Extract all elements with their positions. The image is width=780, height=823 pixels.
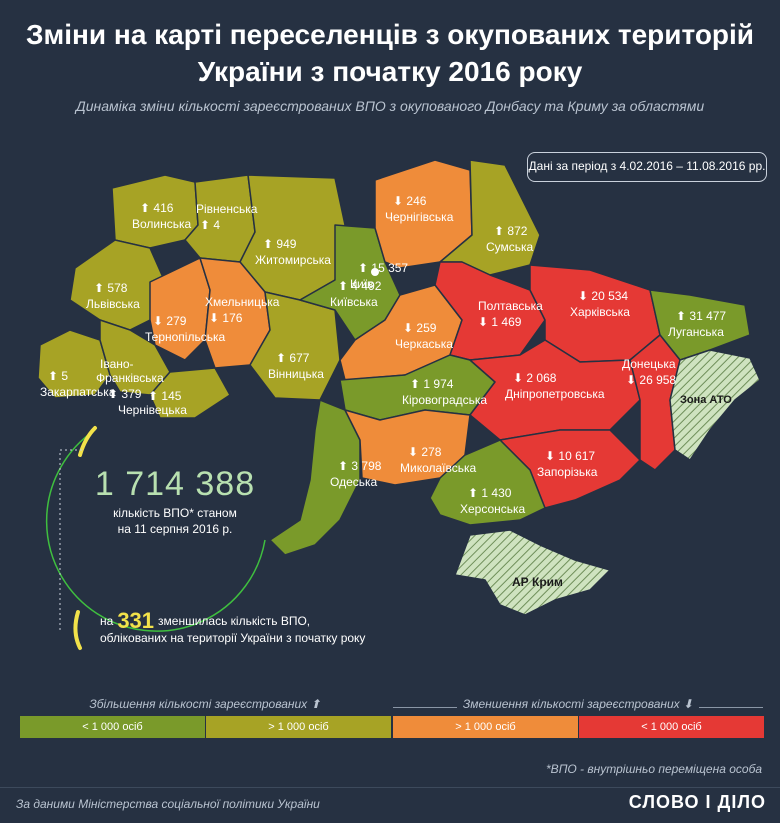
region-label: Київ [350, 277, 373, 291]
region-value: ⬇ 26 958 [626, 373, 676, 387]
logo: СЛОВО І ДІЛО [628, 792, 766, 812]
region-label: Волинська [132, 217, 192, 231]
region-label: Донецька [622, 357, 676, 371]
region-value: ⬇ 246 [393, 194, 427, 208]
region-value: ⬇ 1 469 [478, 315, 522, 329]
region-label: Київська [330, 295, 378, 309]
region-value: ⬆ 31 477 [676, 309, 726, 323]
region-label: Миколаївська [400, 461, 477, 475]
region-value: ⬆ 1 430 [468, 486, 512, 500]
region-kherson [429, 439, 546, 526]
region-value: ⬇ 10 617 [545, 449, 595, 463]
title-line-2: України з початку 2016 року [197, 56, 583, 87]
source-note: За даними Міністерства соціальної політи… [16, 797, 320, 811]
crimea-label: АР Крим [512, 575, 563, 589]
region-value: ⬆ 872 [494, 224, 528, 238]
decrease-text-1: зменшилась кількість ВПО, [158, 614, 311, 628]
region-value: ⬆ 4 [200, 218, 220, 232]
region-label: Чернівецька [118, 403, 187, 417]
decrease-prefix: на [100, 614, 114, 628]
region-label: Кіровоградська [402, 393, 487, 407]
region-value: ⬇ 278 [408, 445, 442, 459]
kyiv-city-marker [371, 268, 379, 276]
region-label: Херсонська [460, 502, 526, 516]
region-value: ⬇ 259 [403, 321, 437, 335]
legend-item-increase-large: > 1 000 осіб [206, 716, 391, 738]
region-label: Рівненська [196, 202, 258, 216]
region-label: Вінницька [268, 367, 324, 381]
region-label: Сумська [486, 240, 534, 254]
region-label: Запорізька [537, 465, 598, 479]
decrease-value: 331 [117, 608, 155, 633]
region-value: ⬇ 20 534 [578, 289, 628, 303]
region-label: Закарпатська [40, 385, 116, 399]
region-value: ⬆ 4 492 [338, 279, 382, 293]
region-value: ⬆ 949 [263, 237, 297, 251]
region-label: Харківська [570, 305, 630, 319]
region-label: Хмельницька [205, 295, 280, 309]
region-crimea [454, 529, 611, 616]
region-dnipro [469, 339, 641, 441]
region-value: ⬇ 176 [209, 311, 243, 325]
legend-decrease-header: Зменшення кількості зареєстрованих ⬇ [393, 697, 763, 711]
region-value: ⬆ 379 [108, 387, 142, 401]
region-value: ⬆ 578 [94, 281, 128, 295]
arrow-down-icon: ⬇ [683, 697, 694, 711]
region-value: ⬆ 15 357 [358, 261, 408, 275]
title-line-1: Зміни на карті переселенців з окупованих… [25, 19, 755, 50]
region-zakarpattia [37, 329, 111, 399]
legend-item-increase-small: < 1 000 осіб [20, 716, 205, 738]
region-label: Дніпропетровська [505, 387, 605, 401]
region-label: Одеська [330, 475, 378, 489]
region-zone-ato [669, 349, 761, 461]
region-label: Черкаська [395, 337, 453, 351]
region-label: Тернопільська [145, 330, 225, 344]
region-label: Житомирська [255, 253, 331, 267]
region-value: ⬆ 145 [148, 389, 182, 403]
region-label: Луганська [668, 325, 724, 339]
region-label: Чернігівська [385, 210, 454, 224]
total-caption-line-1: кількість ВПО* станом [113, 506, 237, 520]
decrease-text-2: облікованих на території України з почат… [100, 631, 366, 645]
region-chernivtsi [149, 367, 231, 419]
region-label: Полтавська [478, 299, 543, 313]
region-value: ⬆ 3 798 [338, 459, 382, 473]
period-badge: Дані за період з 4.02.2016 – 11.08.2016 … [527, 152, 767, 182]
region-value: ⬇ 2 068 [513, 371, 557, 385]
legend-item-decrease-small: < 1 000 осіб [579, 716, 764, 738]
legend-item-decrease-large: > 1 000 осіб [393, 716, 578, 738]
region-value: ⬆ 1 974 [410, 377, 454, 391]
total-value: 1 714 388 [94, 465, 256, 503]
legend-increase-header: Збільшення кількості зареєстрованих ⬆ [20, 697, 390, 711]
footer-divider [0, 787, 780, 788]
region-label: Івано- [100, 357, 134, 371]
total-caption: кількість ВПО* станом на 11 серпня 2016 … [80, 505, 270, 537]
region-label: Львівська [86, 297, 140, 311]
decrease-note: на 331 зменшилась кількість ВПО, облікован… [100, 610, 366, 647]
region-value: ⬆ 677 [276, 351, 310, 365]
region-label: Франківська [96, 371, 164, 385]
arrow-up-icon: ⬆ [310, 697, 321, 711]
footnote: *ВПО - внутрішньо переміщена особа [546, 762, 762, 776]
subtitle: Динаміка зміни кількості зареєстрованих … [75, 98, 705, 114]
region-value: ⬆ 416 [140, 201, 174, 215]
region-value: ⬇ 279 [153, 314, 187, 328]
zone-ato-label: Зона АТО [680, 394, 732, 406]
region-value: ⬆ 5 [48, 369, 68, 383]
total-caption-line-2: на 11 серпня 2016 р. [117, 522, 233, 536]
